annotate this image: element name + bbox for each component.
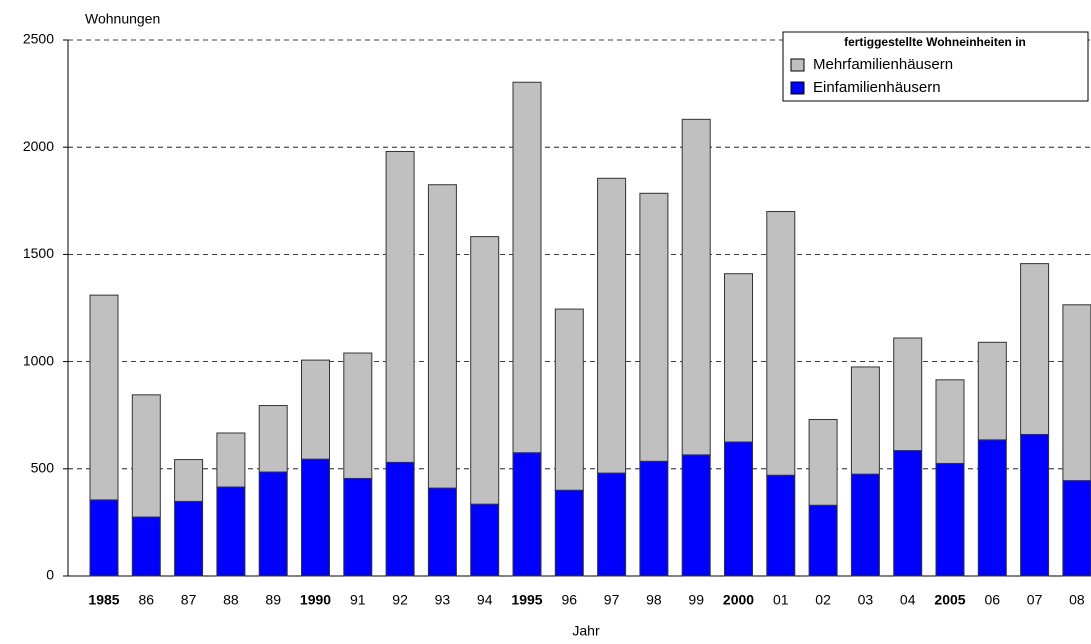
bar-segment <box>681 454 711 577</box>
bar-segment <box>977 439 1007 577</box>
bar-segment <box>343 352 373 479</box>
bar-segment <box>554 489 584 577</box>
x-tick-label: 92 <box>392 592 408 608</box>
y-axis-label: Wohnungen <box>85 11 160 27</box>
bar-segment <box>174 500 204 577</box>
bar-segment <box>301 458 330 577</box>
bar-segment <box>131 516 161 577</box>
y-tick-label: 1500 <box>23 245 54 261</box>
y-tick-label: 0 <box>46 567 54 583</box>
bar-segment <box>301 359 330 460</box>
bar-segment <box>174 459 204 502</box>
x-tick-label: 1985 <box>88 592 119 608</box>
bar-segment <box>935 462 965 577</box>
bar-segment <box>427 184 457 489</box>
x-tick-label: 01 <box>773 592 789 608</box>
bar-segment <box>597 177 627 474</box>
bar-segment <box>470 503 500 577</box>
bar-segment <box>977 341 1007 441</box>
x-tick-label: 89 <box>265 592 281 608</box>
bar-segment <box>639 460 669 577</box>
bar-segment <box>427 487 457 577</box>
y-tick-label: 2500 <box>23 31 54 47</box>
bar-segment <box>1020 263 1050 435</box>
bar-segment <box>385 150 415 463</box>
y-tick-label: 2000 <box>23 138 54 154</box>
bar-segment <box>935 379 965 464</box>
x-tick-label: 06 <box>985 592 1001 608</box>
bar-segment <box>385 461 415 577</box>
bar-segment <box>766 211 796 476</box>
bar-segment <box>681 118 711 456</box>
x-tick-label: 02 <box>815 592 831 608</box>
bar-segment <box>724 273 753 443</box>
legend-box <box>782 31 1089 102</box>
y-tick-label: 500 <box>31 460 55 476</box>
bar-segment <box>1020 433 1050 577</box>
x-tick-label: 91 <box>350 592 366 608</box>
x-tick-label: 08 <box>1069 592 1085 608</box>
bar-segment <box>131 394 161 518</box>
x-tick-label: 98 <box>646 592 662 608</box>
bar-segment <box>89 294 119 501</box>
x-tick-label: 04 <box>900 592 916 608</box>
bar-segment <box>850 366 880 475</box>
bar-segment <box>893 450 923 577</box>
bar-segment <box>1062 304 1091 482</box>
legend-label: Mehrfamilienhäusern <box>813 56 953 73</box>
bar-segment <box>597 472 627 577</box>
x-tick-label: 96 <box>562 592 578 608</box>
bar-segment <box>850 473 880 577</box>
legend-swatch <box>790 81 805 95</box>
x-tick-label: 88 <box>223 592 239 608</box>
bar-segment <box>512 81 542 454</box>
bar-segment <box>470 236 500 505</box>
x-tick-label: 94 <box>477 592 493 608</box>
bar-segment <box>216 486 246 577</box>
x-tick-label: 93 <box>435 592 451 608</box>
legend-swatch <box>790 58 805 72</box>
x-tick-label: 87 <box>181 592 197 608</box>
bar-segment <box>724 441 753 577</box>
x-tick-label: 2005 <box>934 592 965 608</box>
legend-label: Einfamilienhäusern <box>813 79 941 96</box>
bar-segment <box>808 504 838 577</box>
x-tick-label: 97 <box>604 592 620 608</box>
bar-segment <box>512 452 542 577</box>
bar-segment <box>554 308 584 491</box>
bar-segment <box>1062 480 1091 577</box>
legend-title: fertiggestellte Wohneinheiten in <box>844 35 1026 49</box>
x-tick-label: 03 <box>858 592 874 608</box>
bar-segment <box>258 471 288 577</box>
x-tick-label: 1990 <box>300 592 331 608</box>
x-tick-label: 99 <box>688 592 704 608</box>
x-tick-label: 07 <box>1027 592 1043 608</box>
bar-segment <box>216 432 246 488</box>
y-tick-label: 1000 <box>23 352 54 368</box>
x-axis-label: Jahr <box>572 623 600 639</box>
bar-segment <box>639 192 669 462</box>
bar-segment <box>808 418 838 506</box>
bar-segment <box>89 499 119 577</box>
x-tick-label: 2000 <box>723 592 754 608</box>
x-tick-label: 86 <box>139 592 155 608</box>
bar-segment <box>258 405 288 473</box>
bar-segment <box>893 337 923 452</box>
bar-segment <box>766 474 796 577</box>
x-tick-label: 1995 <box>511 592 542 608</box>
bar-segment <box>343 477 373 577</box>
